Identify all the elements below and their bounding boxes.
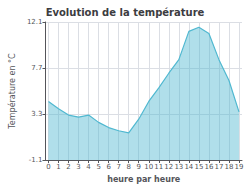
svg-text:Evolution de la température: Evolution de la température [46,7,205,18]
svg-text:19: 19 [235,163,244,171]
svg-text:10: 10 [144,163,153,171]
svg-text:7.7: 7.7 [31,64,42,72]
svg-text:heure par heure: heure par heure [107,175,181,184]
svg-text:7: 7 [116,163,120,171]
svg-text:3: 3 [76,163,80,171]
svg-text:2: 2 [66,163,70,171]
svg-text:16: 16 [204,163,213,171]
svg-text:5: 5 [96,163,100,171]
svg-text:15: 15 [194,163,203,171]
svg-text:1: 1 [56,163,60,171]
svg-text:4: 4 [86,163,91,171]
svg-text:18: 18 [225,163,234,171]
svg-text:-1.1: -1.1 [29,156,43,164]
svg-text:13: 13 [174,163,183,171]
svg-text:Température en °C: Température en °C [7,53,17,130]
svg-text:11: 11 [154,163,163,171]
svg-text:9: 9 [136,163,140,171]
svg-text:8: 8 [126,163,130,171]
svg-text:12: 12 [164,163,173,171]
svg-text:17: 17 [214,163,223,171]
svg-text:12.1: 12.1 [27,18,43,26]
svg-text:6: 6 [106,163,111,171]
svg-text:14: 14 [184,163,193,171]
svg-text:0: 0 [46,163,50,171]
svg-text:3.3: 3.3 [31,110,42,118]
